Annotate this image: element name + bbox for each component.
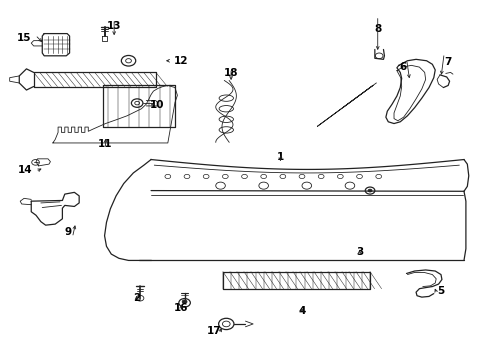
Text: 9: 9 [64,227,72,237]
Text: 13: 13 [107,21,121,31]
Text: 16: 16 [174,303,188,313]
Text: 12: 12 [174,56,188,66]
Text: 10: 10 [150,100,164,110]
Text: 8: 8 [373,24,381,34]
Text: 4: 4 [298,306,305,315]
Text: 15: 15 [17,33,31,43]
Text: 5: 5 [436,286,444,296]
Text: 7: 7 [444,57,451,67]
Circle shape [182,300,186,303]
Text: 14: 14 [18,165,32,175]
Circle shape [367,189,371,192]
Text: 17: 17 [206,326,221,336]
Text: 2: 2 [133,293,140,303]
Text: 3: 3 [355,247,363,257]
Text: 6: 6 [398,62,406,72]
Text: 18: 18 [224,68,238,78]
Text: 1: 1 [276,152,284,162]
Text: 11: 11 [98,139,113,149]
